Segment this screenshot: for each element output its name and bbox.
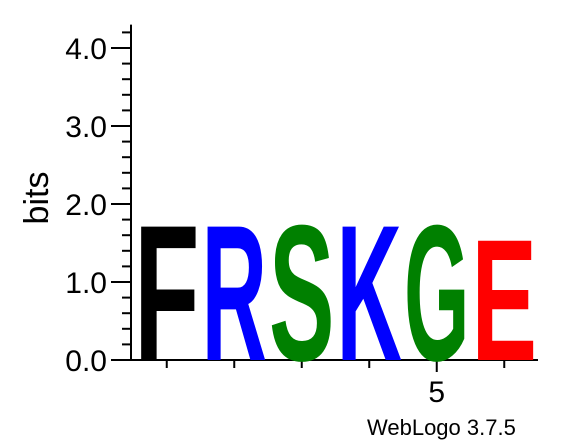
residue-R-pos2: R <box>202 186 267 402</box>
y-tick-label: 4.0 <box>65 33 107 66</box>
residue-K-pos4: K <box>337 186 402 402</box>
y-tick-label: 1.0 <box>65 267 107 300</box>
y-tick-label: 3.0 <box>65 111 107 144</box>
x-tick-label: 5 <box>428 376 445 409</box>
weblogo-version-label: WebLogo 3.7.5 <box>367 415 516 440</box>
residue-E-pos6: E <box>472 202 537 396</box>
residue-G-pos5: G <box>404 185 469 402</box>
residue-S-pos3: S <box>269 185 334 402</box>
y-tick-label: 2.0 <box>65 189 107 222</box>
y-axis-label: bits <box>18 172 56 225</box>
y-axis: 0.0 1.0 2.0 3.0 4.0 <box>65 24 132 378</box>
residue-F-pos1: F <box>134 185 199 402</box>
x-axis: 5 <box>131 359 538 409</box>
y-tick-label: 0.0 <box>65 345 107 378</box>
